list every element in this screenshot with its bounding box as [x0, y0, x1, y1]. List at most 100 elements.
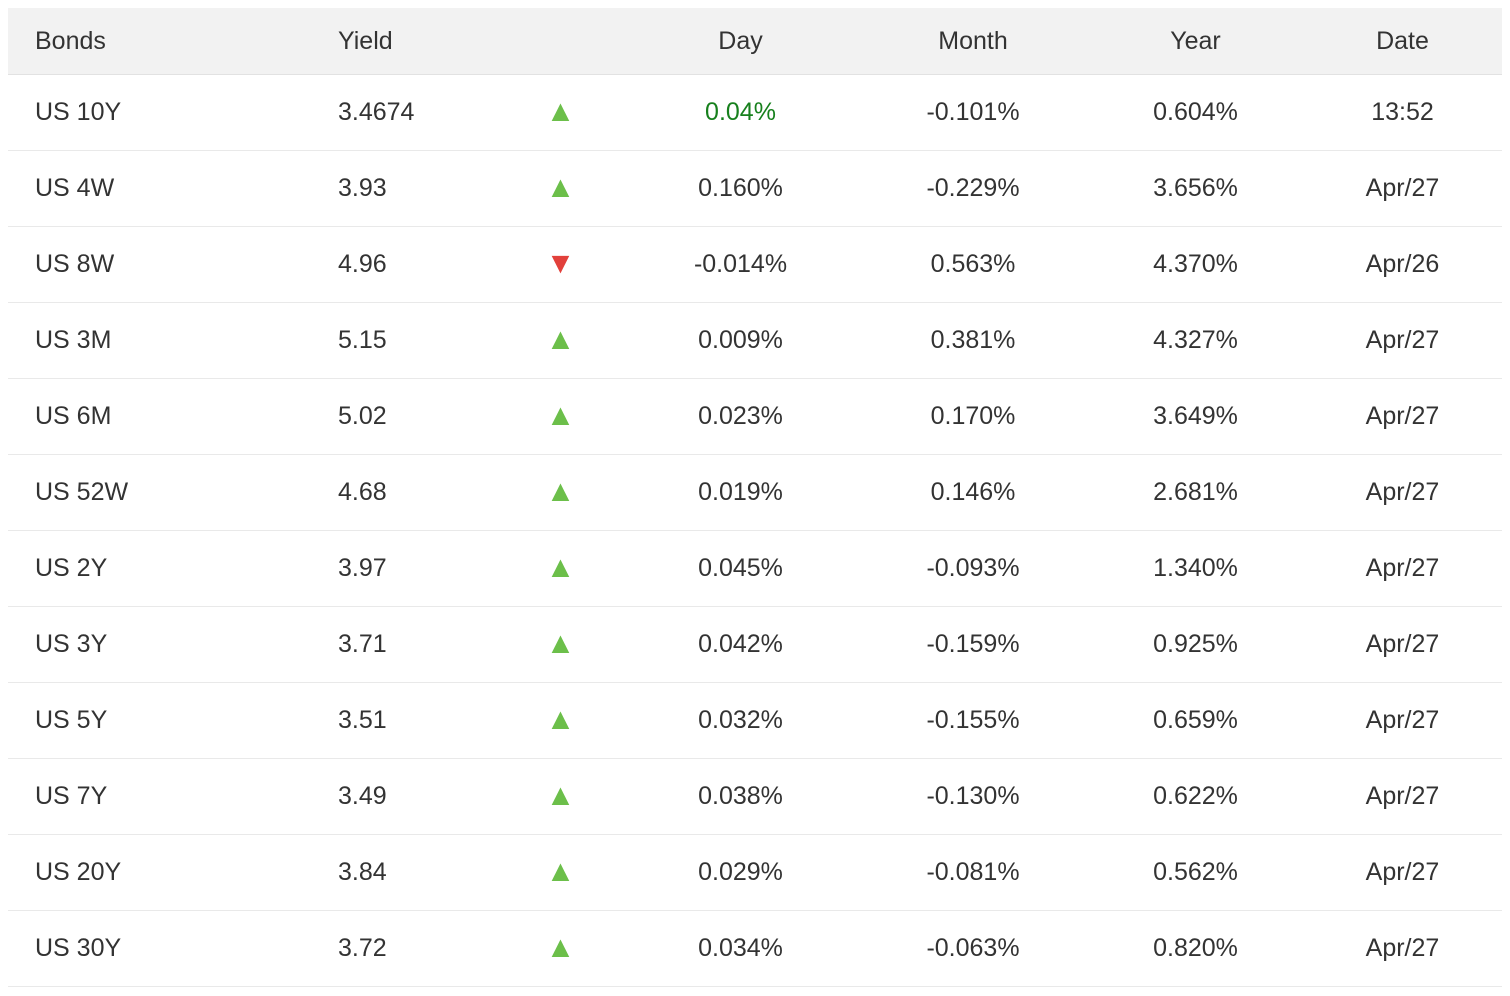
- table-row[interactable]: US 4W 3.93 ▲ 0.160% -0.229% 3.656% Apr/2…: [8, 150, 1502, 227]
- trend-up-icon: ▲: [545, 703, 576, 736]
- trend-up-icon: ▲: [545, 399, 576, 432]
- year-change: 0.659%: [1088, 682, 1303, 759]
- column-header-yield: Yield: [338, 8, 498, 75]
- year-change: 0.925%: [1088, 606, 1303, 683]
- day-change: 0.019%: [623, 454, 858, 531]
- year-change: 0.562%: [1088, 834, 1303, 911]
- trend-up-icon: ▲: [545, 855, 576, 888]
- trend-cell: ▲: [498, 758, 623, 835]
- year-change: 0.820%: [1088, 910, 1303, 987]
- quote-date: Apr/27: [1303, 682, 1502, 759]
- bond-yield: 3.93: [338, 150, 498, 227]
- table-row[interactable]: US 5Y 3.51 ▲ 0.032% -0.155% 0.659% Apr/2…: [8, 682, 1502, 759]
- trend-cell: ▼: [498, 226, 623, 303]
- bond-yield: 3.51: [338, 682, 498, 759]
- bonds-table: Bonds Yield Day Month Year Date US 10Y 3…: [8, 8, 1502, 987]
- trend-cell: ▲: [498, 378, 623, 455]
- table-row[interactable]: US 30Y 3.72 ▲ 0.034% -0.063% 0.820% Apr/…: [8, 910, 1502, 987]
- day-change: 0.034%: [623, 910, 858, 987]
- bond-name[interactable]: US 3M: [8, 302, 338, 379]
- month-change: -0.081%: [858, 834, 1088, 911]
- quote-date: Apr/27: [1303, 454, 1502, 531]
- bond-yield: 3.97: [338, 530, 498, 607]
- bond-yield: 5.15: [338, 302, 498, 379]
- bond-name[interactable]: US 6M: [8, 378, 338, 455]
- trend-cell: ▲: [498, 74, 623, 151]
- column-header-day: Day: [623, 8, 858, 75]
- quote-date: Apr/27: [1303, 302, 1502, 379]
- table-row[interactable]: US 3M 5.15 ▲ 0.009% 0.381% 4.327% Apr/27: [8, 302, 1502, 379]
- table-row[interactable]: US 52W 4.68 ▲ 0.019% 0.146% 2.681% Apr/2…: [8, 454, 1502, 531]
- month-change: 0.563%: [858, 226, 1088, 303]
- column-header-year: Year: [1088, 8, 1303, 75]
- day-change: 0.029%: [623, 834, 858, 911]
- bond-name[interactable]: US 52W: [8, 454, 338, 531]
- trend-cell: ▲: [498, 454, 623, 531]
- bond-name[interactable]: US 4W: [8, 150, 338, 227]
- column-header-date: Date: [1303, 8, 1502, 75]
- year-change: 4.327%: [1088, 302, 1303, 379]
- trend-cell: ▲: [498, 150, 623, 227]
- quote-date: Apr/27: [1303, 150, 1502, 227]
- bond-name[interactable]: US 30Y: [8, 910, 338, 987]
- trend-cell: ▲: [498, 910, 623, 987]
- column-header-bonds: Bonds: [8, 8, 338, 75]
- bond-name[interactable]: US 3Y: [8, 606, 338, 683]
- trend-up-icon: ▲: [545, 627, 576, 660]
- year-change: 0.604%: [1088, 74, 1303, 151]
- bond-name[interactable]: US 20Y: [8, 834, 338, 911]
- column-header-month: Month: [858, 8, 1088, 75]
- day-change: 0.038%: [623, 758, 858, 835]
- trend-up-icon: ▲: [545, 95, 576, 128]
- day-change: 0.023%: [623, 378, 858, 455]
- trend-up-icon: ▲: [545, 551, 576, 584]
- day-change: 0.04%: [623, 74, 858, 151]
- table-header: Bonds Yield Day Month Year Date: [8, 8, 1502, 75]
- month-change: -0.155%: [858, 682, 1088, 759]
- table-row[interactable]: US 10Y 3.4674 ▲ 0.04% -0.101% 0.604% 13:…: [8, 74, 1502, 151]
- year-change: 0.622%: [1088, 758, 1303, 835]
- bond-yield: 3.49: [338, 758, 498, 835]
- month-change: 0.146%: [858, 454, 1088, 531]
- trend-cell: ▲: [498, 530, 623, 607]
- trend-cell: ▲: [498, 606, 623, 683]
- month-change: -0.159%: [858, 606, 1088, 683]
- bond-name[interactable]: US 8W: [8, 226, 338, 303]
- bond-name[interactable]: US 10Y: [8, 74, 338, 151]
- month-change: -0.093%: [858, 530, 1088, 607]
- bond-name[interactable]: US 5Y: [8, 682, 338, 759]
- trend-cell: ▲: [498, 682, 623, 759]
- quote-date: 13:52: [1303, 74, 1502, 151]
- day-change: 0.045%: [623, 530, 858, 607]
- bond-name[interactable]: US 2Y: [8, 530, 338, 607]
- bond-yield: 3.71: [338, 606, 498, 683]
- table-row[interactable]: US 3Y 3.71 ▲ 0.042% -0.159% 0.925% Apr/2…: [8, 606, 1502, 683]
- month-change: -0.101%: [858, 74, 1088, 151]
- quote-date: Apr/27: [1303, 758, 1502, 835]
- table-row[interactable]: US 6M 5.02 ▲ 0.023% 0.170% 3.649% Apr/27: [8, 378, 1502, 455]
- bond-yield: 3.72: [338, 910, 498, 987]
- bond-yield: 4.68: [338, 454, 498, 531]
- quote-date: Apr/27: [1303, 834, 1502, 911]
- month-change: -0.130%: [858, 758, 1088, 835]
- trend-up-icon: ▲: [545, 171, 576, 204]
- day-change: 0.042%: [623, 606, 858, 683]
- quote-date: Apr/27: [1303, 378, 1502, 455]
- day-change: -0.014%: [623, 226, 858, 303]
- table-row[interactable]: US 8W 4.96 ▼ -0.014% 0.563% 4.370% Apr/2…: [8, 226, 1502, 303]
- table-row[interactable]: US 7Y 3.49 ▲ 0.038% -0.130% 0.622% Apr/2…: [8, 758, 1502, 835]
- trend-up-icon: ▲: [545, 931, 576, 964]
- month-change: -0.063%: [858, 910, 1088, 987]
- quote-date: Apr/26: [1303, 226, 1502, 303]
- bond-name[interactable]: US 7Y: [8, 758, 338, 835]
- day-change: 0.032%: [623, 682, 858, 759]
- table-row[interactable]: US 2Y 3.97 ▲ 0.045% -0.093% 1.340% Apr/2…: [8, 530, 1502, 607]
- quote-date: Apr/27: [1303, 530, 1502, 607]
- year-change: 1.340%: [1088, 530, 1303, 607]
- column-header-trend: [498, 8, 623, 75]
- trend-cell: ▲: [498, 834, 623, 911]
- bond-yield: 4.96: [338, 226, 498, 303]
- year-change: 3.649%: [1088, 378, 1303, 455]
- table-row[interactable]: US 20Y 3.84 ▲ 0.029% -0.081% 0.562% Apr/…: [8, 834, 1502, 911]
